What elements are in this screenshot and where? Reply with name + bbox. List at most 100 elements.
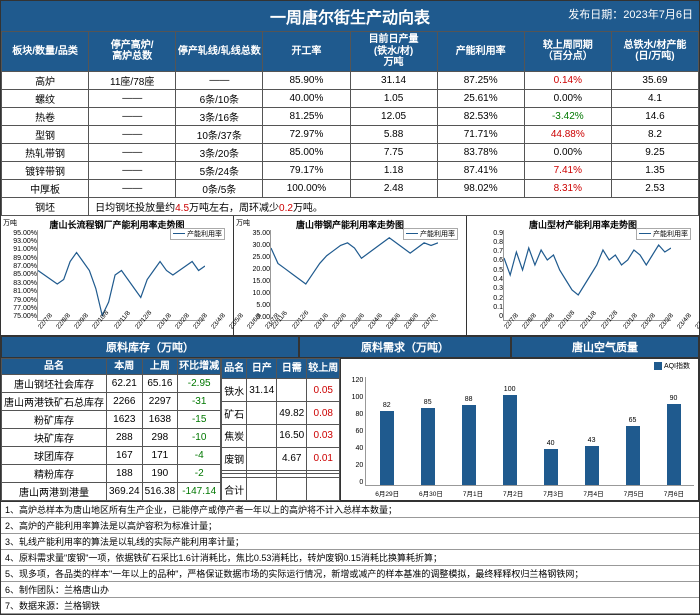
table-row: 中厚板——0条/5条100.00%2.4898.02%8.31%2.53	[2, 179, 699, 197]
cell: 31.14	[350, 71, 437, 89]
main-table: 板块/数量/品类停产高炉/高炉总数停产轧线/轧线总数开工率目前日产量(铁水/材)…	[1, 31, 699, 216]
cell: 100.00%	[263, 179, 350, 197]
cell: 2266	[107, 393, 143, 411]
x-axis: 22/7/822/8/822/9/822/10/822/11/822/12/82…	[37, 326, 205, 333]
cell: -10	[178, 429, 221, 447]
cell: 85.90%	[263, 71, 350, 89]
cell: 1623	[107, 411, 143, 429]
cell	[247, 447, 277, 470]
publish-date: 发布日期：2023年7月6日	[568, 6, 693, 22]
cell: 1638	[142, 411, 178, 429]
cell: 2.48	[350, 179, 437, 197]
cell: -2.95	[178, 375, 221, 393]
aqi-bar: 90	[667, 404, 681, 485]
cell: 81.25%	[263, 107, 350, 125]
table-row: 热卷——3条/16条81.25%12.0582.53%-3.42%14.6	[2, 107, 699, 125]
chart-1: 唐山长流程钢厂产能利用率走势图 万吨 产能利用率 95.00%93.00%91.…	[1, 216, 234, 335]
cell: 3条/20条	[176, 143, 263, 161]
cell: 热轧带钢	[2, 143, 89, 161]
aqi-bar: 88	[462, 405, 476, 485]
cell: 16.50	[277, 424, 307, 447]
cell: 型钢	[2, 125, 89, 143]
title: 一周唐尔街生产动向表	[270, 10, 430, 27]
cell: 79.17%	[263, 161, 350, 179]
col-hdr: 品名	[222, 358, 247, 379]
x-axis: 22/11/622/12/623/1/623/2/623/3/623/4/623…	[270, 326, 438, 333]
cell: 0.00%	[524, 89, 611, 107]
y-axis: 95.00%93.00%91.00%89.00%87.00%85.00%83.0…	[3, 230, 37, 321]
cell: 球团库存	[2, 447, 107, 465]
col-hdr: 上周	[142, 358, 178, 375]
cell: 82.53%	[437, 107, 524, 125]
cell: 14.6	[611, 107, 698, 125]
footer-label: 钢坯	[2, 197, 89, 215]
cell: 3条/16条	[176, 107, 263, 125]
y-axis: 0.90.80.70.60.50.40.30.20.10	[469, 230, 503, 321]
cell: 62.21	[107, 375, 143, 393]
cell: 5条/24条	[176, 161, 263, 179]
cell	[307, 478, 340, 501]
cell: ——	[176, 71, 263, 89]
cell: 188	[107, 465, 143, 483]
sec-demand-hdr: 原料需求（万吨）	[299, 336, 511, 358]
table-row: 合计	[222, 478, 340, 501]
cell: 0条/5条	[176, 179, 263, 197]
col-hdr: 停产轧线/轧线总数	[176, 32, 263, 72]
cell: 35.69	[611, 71, 698, 89]
cell: 98.02%	[437, 179, 524, 197]
table-row: 唐山钢坯社会库存62.2165.16-2.95	[2, 375, 221, 393]
plot-area	[503, 230, 671, 321]
cell: 0.03	[307, 424, 340, 447]
col-hdr: 停产高炉/高炉总数	[89, 32, 176, 72]
cell: -147.14	[178, 483, 221, 501]
cell: 516.38	[142, 483, 178, 501]
cell: 螺纹	[2, 89, 89, 107]
col-hdr: 板块/数量/品类	[2, 32, 89, 72]
cell: ——	[89, 179, 176, 197]
aqi-chart: AQI指数 120100806040200 82858810040436590 …	[340, 358, 699, 502]
report-container: 一周唐尔街生产动向表 发布日期：2023年7月6日 板块/数量/品类停产高炉/高…	[0, 0, 700, 615]
cell: 25.61%	[437, 89, 524, 107]
cell: 0.01	[307, 447, 340, 470]
cell: 72.97%	[263, 125, 350, 143]
table-row: 粉矿库存16231638-15	[2, 411, 221, 429]
cell: 65.16	[142, 375, 178, 393]
cell: 7.41%	[524, 161, 611, 179]
cell: 2.53	[611, 179, 698, 197]
cell: 唐山两港到港量	[2, 483, 107, 501]
cell: 中厚板	[2, 179, 89, 197]
aqi-bar: 82	[380, 411, 394, 485]
cell: ——	[89, 89, 176, 107]
chart-2: 唐山带钢产能利用率走势图 万吨 产能利用率 35.0030.0025.0020.…	[234, 216, 467, 335]
notes: 1、高炉总样本为唐山地区所有生产企业，已能停产或停产者一年以上的高炉将不计入总样…	[1, 501, 699, 614]
cell: 铁水	[222, 379, 247, 402]
col-hdr: 目前日产量(铁水/材)万吨	[350, 32, 437, 72]
cell: 11座/78座	[89, 71, 176, 89]
col-hdr: 产能利用率	[437, 32, 524, 72]
cell: 8.31%	[524, 179, 611, 197]
note-line: 6、制作团队：兰格唐山办	[1, 582, 699, 598]
cell: 热卷	[2, 107, 89, 125]
cell: 粉矿库存	[2, 411, 107, 429]
col-hdr: 较上周	[307, 358, 340, 379]
cell: 288	[107, 429, 143, 447]
col-hdr: 日需	[277, 358, 307, 379]
title-row: 一周唐尔街生产动向表 发布日期：2023年7月6日	[1, 1, 699, 31]
y-axis: 35.0030.0025.0020.0015.0010.005.000.00	[236, 230, 270, 321]
table-row: 高炉11座/78座——85.90%31.1487.25%0.14%35.69	[2, 71, 699, 89]
cell	[277, 379, 307, 402]
col-hdr: 环比增减	[178, 358, 221, 375]
cell: ——	[89, 107, 176, 125]
sec-aqi-hdr: 唐山空气质量	[511, 336, 699, 358]
table-row: 唐山两港到港量369.24516.38-147.14	[2, 483, 221, 501]
cell: ——	[89, 125, 176, 143]
col-hdr: 品名	[2, 358, 107, 375]
cell: 精粉库存	[2, 465, 107, 483]
sec-inventory-hdr: 原料库存（万吨）	[1, 336, 299, 358]
section-headers: 原料库存（万吨） 原料需求（万吨） 唐山空气质量	[1, 336, 699, 358]
cell: 31.14	[247, 379, 277, 402]
table-row: 螺纹——6条/10条40.00%1.0525.61%0.00%4.1	[2, 89, 699, 107]
aqi-bar: 100	[503, 395, 517, 485]
cell: 12.05	[350, 107, 437, 125]
col-hdr: 总铁水/材产能(日/万吨)	[611, 32, 698, 72]
